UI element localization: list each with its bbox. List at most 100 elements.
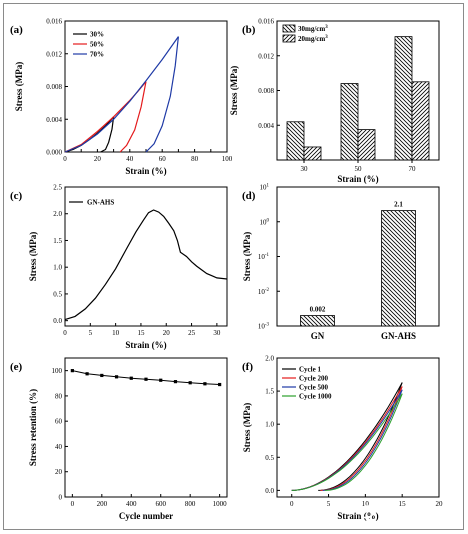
bar-gn [300,315,335,327]
x-tick-label-f: 5 [327,500,331,508]
x-tick-label-b: 30 [301,165,309,173]
watermark-logo-icon [360,505,374,519]
x-tick-label-c: 30 [213,329,221,337]
panel-d: 10-310-210-11001010.002GN2.1GN-AHSStress… [242,184,440,341]
y-tick-label-f: 0.0 [265,487,274,495]
y-tick-label-a: 0.012 [46,50,62,58]
series-2-unloading-line [119,81,147,153]
y-tick-label-a: 0.008 [46,83,62,91]
x-tick-label-d: GN [311,331,325,341]
cycle-4-loading-line [291,393,403,491]
retention-point [129,376,133,380]
x-tick-label-a: 80 [191,155,199,163]
panel-label-d: (d) [242,190,256,202]
plot-frame-e [64,357,228,498]
x-tick-label-e: 200 [97,500,108,508]
plot-frame-f [276,357,440,498]
legend-label-f: Cycle 200 [299,375,328,383]
retention-point [159,378,163,382]
x-tick-label-c: 0 [63,329,67,337]
y-tick-label-a: 0.000 [46,149,62,157]
retention-point [144,377,148,381]
y-tick-label-d: 10-3 [258,323,270,331]
y-tick-exponent-d: -2 [265,288,270,293]
retention-point [188,381,192,385]
y-tick-label-c: 0.0 [53,317,62,325]
retention-point [114,375,119,379]
data-label-gn-ahs: 2.1 [394,201,403,209]
y-tick-label-f: 1.0 [265,421,274,429]
bar-30-series-2 [303,146,322,161]
x-tick-label-f: 15 [399,500,407,508]
y-tick-label-e: 20 [55,468,63,476]
y-tick-label-c: 2.0 [53,210,62,218]
legend-label-a: 70% [90,51,104,59]
panel-label-c: (c) [10,190,23,202]
legend-superscript-b: 3 [325,25,328,30]
bar-50-series-2 [357,129,376,161]
y-tick-label-a: 0.016 [46,18,62,26]
x-axis-label-c: Strain (%) [125,340,166,350]
y-axis-label-e: Stress retention (%) [28,389,38,466]
y-tick-label-b: 0.004 [258,122,274,130]
series-gn-ahs-line [64,209,228,321]
legend-superscript-b: 3 [325,35,328,40]
retention-point [85,372,89,376]
series-3-loading-line [64,36,179,153]
x-tick-label-c: 5 [89,329,93,337]
bar-gn-ahs [381,210,416,327]
retention-point [218,382,222,387]
watermark: 材料分析与应用 [360,505,441,519]
y-axis-label-b: Stress (MPa) [229,66,239,116]
x-tick-label-a: 40 [126,155,134,163]
x-axis-label-f: Strain (%) [337,511,378,521]
panel-label-e: (e) [10,361,23,373]
series-3-unloading-line [145,36,179,153]
bar-50-series-1 [340,83,359,161]
y-tick-exponent-d: 1 [267,184,270,189]
y-tick-label-b: 0.008 [258,87,274,95]
legend-label-b: 20mg/cm3 [298,35,328,43]
legend-swatch-b [282,24,296,33]
series-1-unloading-line [100,116,115,153]
panel-label-a: (a) [10,24,23,36]
y-axis-label-c: Stress (MPa) [28,232,38,282]
retention-point [203,382,207,386]
y-axis-label-f: Stress (MPa) [242,403,252,453]
y-tick-label-d: 100 [260,218,270,226]
y-tick-label-e: 40 [55,443,63,451]
x-axis-label-e: Cycle number [119,511,173,521]
legend-label-f: Cycle 1000 [299,393,332,401]
cycle-3-unloading-line [322,389,403,491]
x-tick-label-e: 600 [155,500,166,508]
x-tick-label-f: 0 [290,500,294,508]
watermark-text: 材料分析与应用 [378,506,441,518]
bar-30-series-1 [286,121,305,161]
x-tick-label-b: 50 [355,165,363,173]
panel-c: 0 5 10 15 20 25 30 0.0 0.5 1.0 1.5 2.0 2.5 GN-AHS Stra… [10,184,228,350]
legend-label-b: 30mg/cm3 [298,25,328,33]
y-tick-label-e: 100 [52,367,63,375]
x-tick-label-e: 1000 [213,500,228,508]
y-tick-label-e: 80 [55,392,63,400]
y-tick-exponent-d: -3 [265,323,270,328]
y-tick-label-b: 0.012 [258,52,274,60]
x-tick-label-f: 20 [436,500,444,508]
plot-frame-c [64,186,228,327]
y-tick-label-f: 1.5 [265,388,274,396]
y-tick-label-f: 2.0 [265,355,274,363]
y-tick-label-a: 0.004 [46,116,62,124]
x-axis-label-a: Strain (%) [125,166,166,176]
y-tick-label-d: 10-1 [258,253,270,261]
panel-label-f: (f) [242,361,253,373]
data-label-gn: 0.002 [310,306,326,314]
y-tick-exponent-d: -1 [265,253,270,258]
panel-e: 0 200 400 600 800 1000 0 20 40 60 80 100 Cycle numbe… [10,357,228,521]
x-tick-label-e: 400 [126,500,137,508]
x-tick-label-c: 25 [188,329,196,337]
x-tick-label-b: 70 [409,165,417,173]
x-tick-label-f: 10 [362,500,370,508]
y-tick-label-c: 0.5 [53,290,62,298]
